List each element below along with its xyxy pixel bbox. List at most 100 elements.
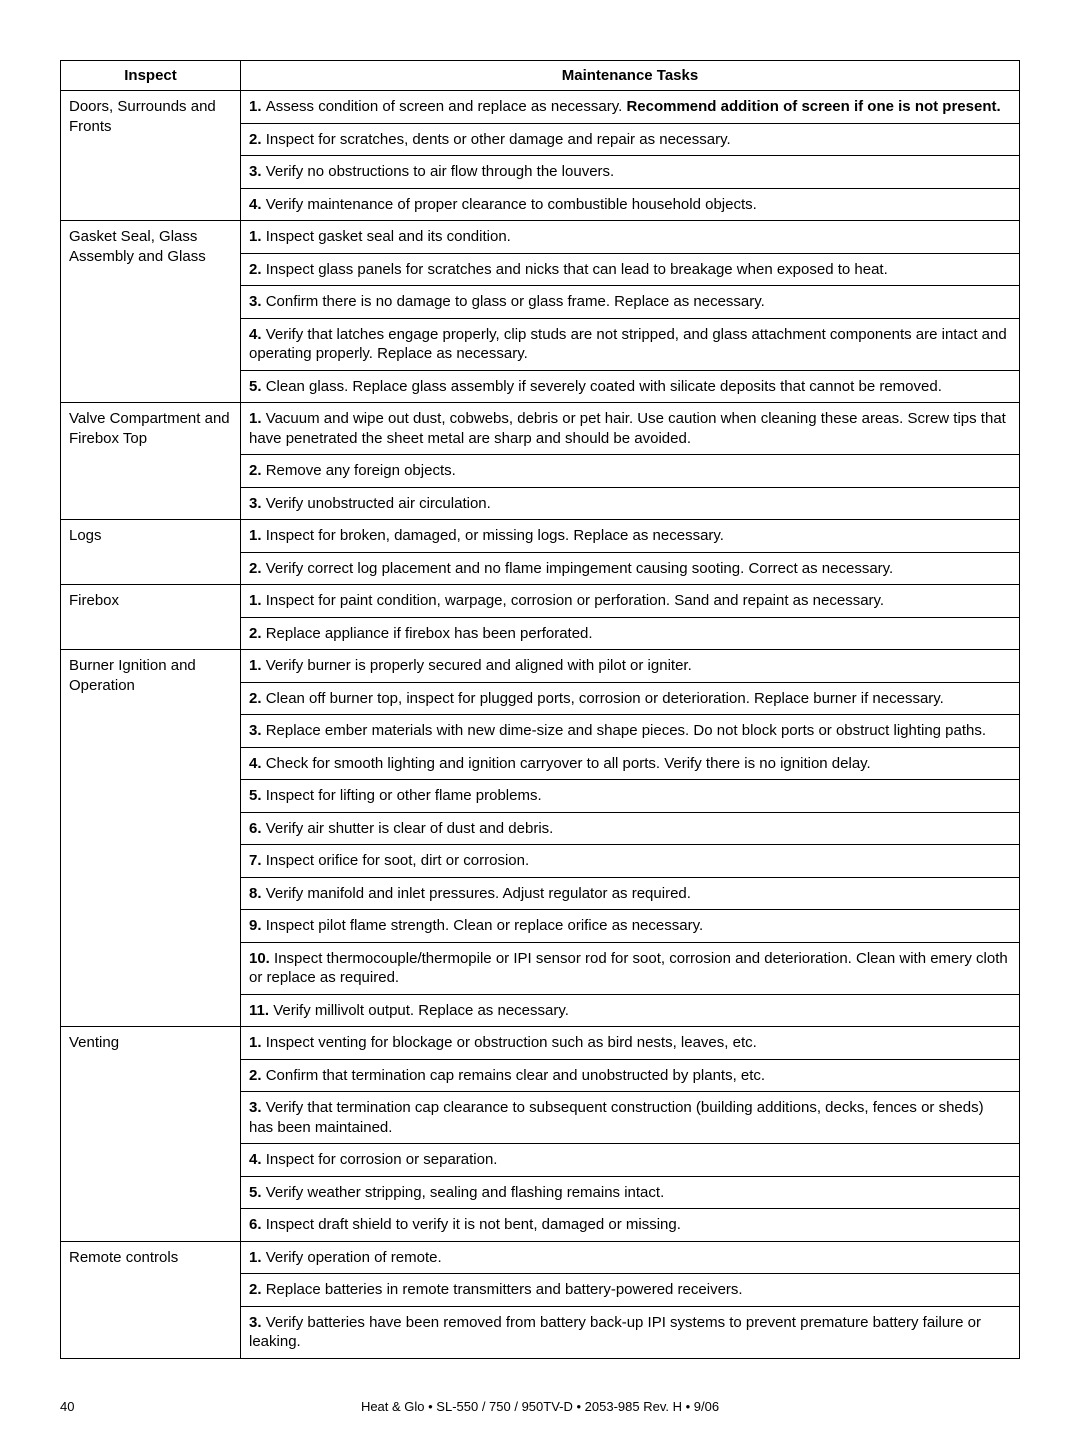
task-number: 4. xyxy=(249,1151,266,1168)
task-text: Assess condition of screen and replace a… xyxy=(266,98,627,115)
task-number: 2. xyxy=(249,131,266,148)
task-number: 2. xyxy=(249,1281,266,1298)
inspect-cell: Burner Ignition and Operation xyxy=(61,650,241,1027)
task-cell: 2. Clean off burner top, inspect for plu… xyxy=(241,682,1020,715)
table-row: Venting1. Inspect venting for blockage o… xyxy=(61,1027,1020,1060)
task-number: 4. xyxy=(249,196,266,213)
task-number: 4. xyxy=(249,755,266,772)
task-cell: 1. Verify burner is properly secured and… xyxy=(241,650,1020,683)
task-cell: 4. Check for smooth lighting and ignitio… xyxy=(241,747,1020,780)
task-cell: 3. Replace ember materials with new dime… xyxy=(241,715,1020,748)
task-cell: 2. Inspect for scratches, dents or other… xyxy=(241,123,1020,156)
task-text: Verify millivolt output. Replace as nece… xyxy=(273,1002,569,1019)
page-number: 40 xyxy=(60,1399,120,1414)
task-number: 5. xyxy=(249,1184,266,1201)
task-text: Verify no obstructions to air ﬂow throug… xyxy=(266,163,615,180)
task-text: Verify correct log placement and no ﬂame… xyxy=(266,560,894,577)
task-number: 2. xyxy=(249,1067,266,1084)
inspect-cell: Firebox xyxy=(61,585,241,650)
task-number: 1. xyxy=(249,657,266,674)
task-number: 2. xyxy=(249,462,266,479)
inspect-cell: Valve Compartment and Firebox Top xyxy=(61,403,241,520)
table-row: Gasket Seal, Glass Assembly and Glass1. … xyxy=(61,221,1020,254)
footer-text: Heat & Glo • SL-550 / 750 / 950TV-D • 20… xyxy=(120,1399,960,1414)
task-cell: 11. Verify millivolt output. Replace as … xyxy=(241,994,1020,1027)
task-cell: 1. Verify operation of remote. xyxy=(241,1241,1020,1274)
task-cell: 4. Verify that latches engage properly, … xyxy=(241,318,1020,370)
inspect-cell: Venting xyxy=(61,1027,241,1242)
task-number: 9. xyxy=(249,917,266,934)
task-number: 3. xyxy=(249,1314,266,1331)
task-number: 5. xyxy=(249,378,266,395)
task-cell: 6. Verify air shutter is clear of dust a… xyxy=(241,812,1020,845)
task-cell: 4. Verify maintenance of proper clearanc… xyxy=(241,188,1020,221)
task-number: 3. xyxy=(249,722,266,739)
task-text: Verify air shutter is clear of dust and … xyxy=(266,820,554,837)
inspect-cell: Logs xyxy=(61,520,241,585)
task-number: 3. xyxy=(249,1099,266,1116)
table-row: Valve Compartment and Firebox Top1. Vacu… xyxy=(61,403,1020,455)
table-row: Firebox1. Inspect for paint condition, w… xyxy=(61,585,1020,618)
header-inspect: Inspect xyxy=(61,61,241,91)
task-text: Inspect for lifting or other ﬂame proble… xyxy=(266,787,542,804)
task-cell: 4. Inspect for corrosion or separation. xyxy=(241,1144,1020,1177)
task-number: 4. xyxy=(249,326,266,343)
task-text: Verify weather stripping, sealing and ﬂa… xyxy=(266,1184,665,1201)
task-number: 3. xyxy=(249,293,266,310)
task-text: Clean off burner top, inspect for plugge… xyxy=(266,690,944,707)
task-text: Inspect for corrosion or separation. xyxy=(266,1151,498,1168)
inspect-cell: Doors, Surrounds and Fronts xyxy=(61,91,241,221)
task-text: Inspect thermocouple/thermopile or IPI s… xyxy=(249,950,1008,987)
task-cell: 6. Inspect draft shield to verify it is … xyxy=(241,1209,1020,1242)
task-text: Inspect pilot ﬂame strength. Clean or re… xyxy=(266,917,703,934)
task-number: 1. xyxy=(249,98,266,115)
table-row: Doors, Surrounds and Fronts1. Assess con… xyxy=(61,91,1020,124)
table-row: Burner Ignition and Operation1. Verify b… xyxy=(61,650,1020,683)
task-cell: 1. Assess condition of screen and replac… xyxy=(241,91,1020,124)
task-text: Verify unobstructed air circulation. xyxy=(266,495,491,512)
task-text: Inspect gasket seal and its condition. xyxy=(266,228,511,245)
task-text: Inspect for broken, damaged, or missing … xyxy=(266,527,724,544)
task-cell: 2. Conﬁrm that termination cap remains c… xyxy=(241,1059,1020,1092)
task-number: 6. xyxy=(249,820,266,837)
task-text: Verify burner is properly secured and al… xyxy=(266,657,692,674)
task-number: 3. xyxy=(249,163,266,180)
task-text: Conﬁrm there is no damage to glass or gl… xyxy=(266,293,765,310)
task-cell: 7. Inspect oriﬁce for soot, dirt or corr… xyxy=(241,845,1020,878)
task-number: 1. xyxy=(249,1249,266,1266)
task-number: 10. xyxy=(249,950,274,967)
task-text: Replace appliance if ﬁrebox has been per… xyxy=(266,625,593,642)
task-number: 1. xyxy=(249,228,266,245)
table-row: Logs1. Inspect for broken, damaged, or m… xyxy=(61,520,1020,553)
task-cell: 2. Inspect glass panels for scratches an… xyxy=(241,253,1020,286)
task-cell: 1. Inspect for paint condition, warpage,… xyxy=(241,585,1020,618)
task-cell: 9. Inspect pilot ﬂame strength. Clean or… xyxy=(241,910,1020,943)
task-text: Inspect glass panels for scratches and n… xyxy=(266,261,888,278)
task-cell: 3. Verify no obstructions to air ﬂow thr… xyxy=(241,156,1020,189)
table-row: Remote controls1. Verify operation of re… xyxy=(61,1241,1020,1274)
task-cell: 3. Verify that termination cap clearance… xyxy=(241,1092,1020,1144)
task-cell: 1. Vacuum and wipe out dust, cobwebs, de… xyxy=(241,403,1020,455)
task-cell: 3. Conﬁrm there is no damage to glass or… xyxy=(241,286,1020,319)
task-text: Clean glass. Replace glass assembly if s… xyxy=(266,378,942,395)
task-number: 1. xyxy=(249,527,266,544)
task-cell: 1. Inspect for broken, damaged, or missi… xyxy=(241,520,1020,553)
table-header-row: Inspect Maintenance Tasks xyxy=(61,61,1020,91)
task-text: Inspect draft shield to verify it is not… xyxy=(266,1216,681,1233)
task-number: 5. xyxy=(249,787,266,804)
task-number: 1. xyxy=(249,1034,266,1051)
task-number: 6. xyxy=(249,1216,266,1233)
task-cell: 2. Remove any foreign objects. xyxy=(241,455,1020,488)
task-text: Verify maintenance of proper clearance t… xyxy=(266,196,757,213)
task-cell: 10. Inspect thermocouple/thermopile or I… xyxy=(241,942,1020,994)
task-cell: 5. Clean glass. Replace glass assembly i… xyxy=(241,370,1020,403)
task-number: 1. xyxy=(249,592,266,609)
maintenance-table: Inspect Maintenance Tasks Doors, Surroun… xyxy=(60,60,1020,1359)
task-number: 1. xyxy=(249,410,266,427)
task-text: Inspect for scratches, dents or other da… xyxy=(266,131,731,148)
footer: 40 Heat & Glo • SL-550 / 750 / 950TV-D •… xyxy=(60,1399,1020,1414)
task-text: Verify manifold and inlet pressures. Adj… xyxy=(266,885,691,902)
task-number: 8. xyxy=(249,885,266,902)
task-number: 2. xyxy=(249,625,266,642)
task-number: 11. xyxy=(249,1002,273,1019)
